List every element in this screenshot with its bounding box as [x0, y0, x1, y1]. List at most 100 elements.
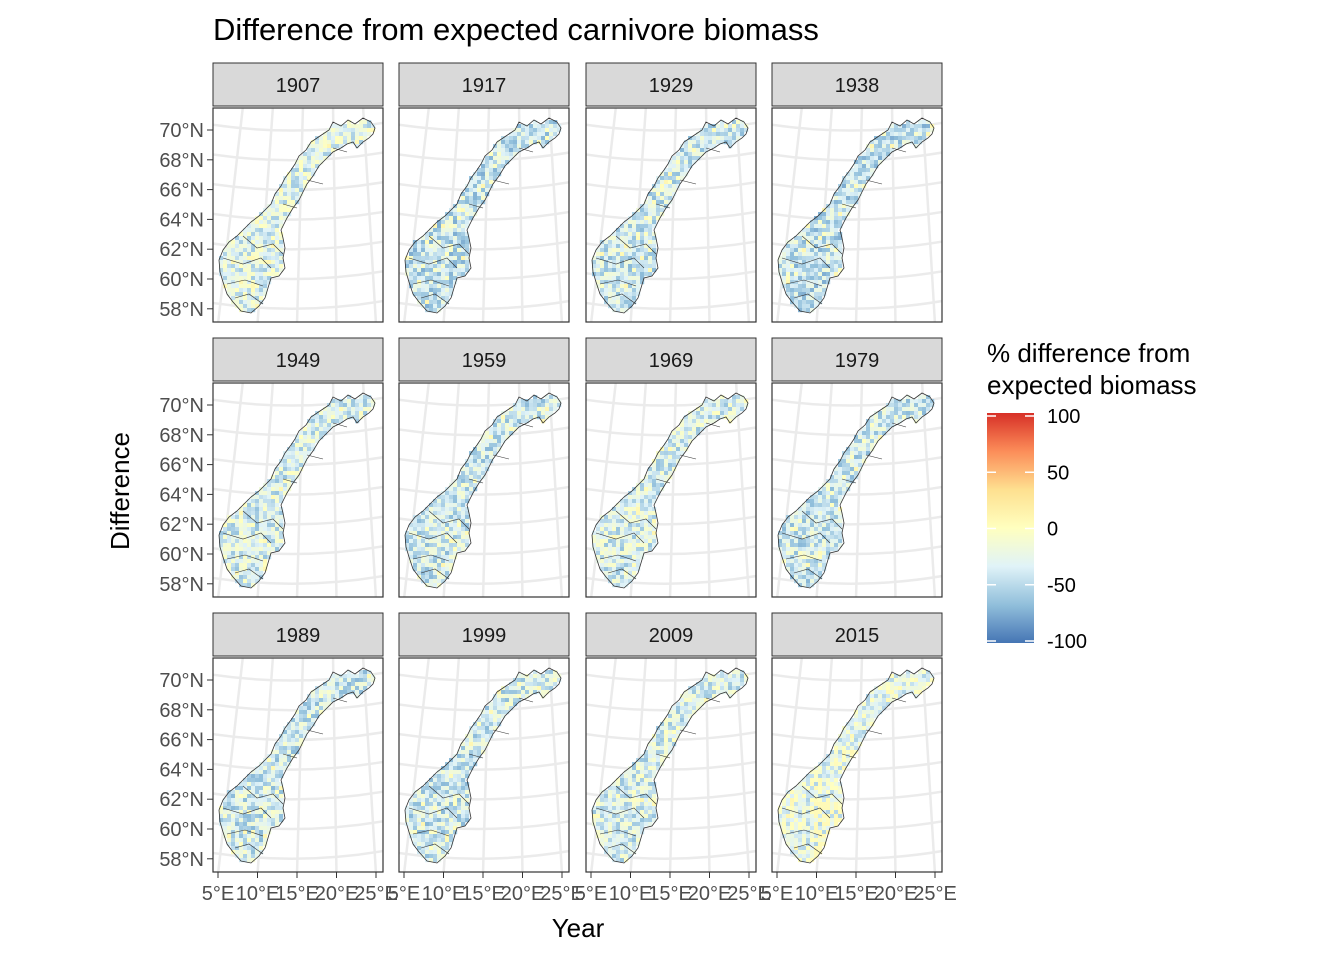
map-cell	[421, 802, 426, 807]
map-cell	[307, 702, 312, 707]
map-cell	[786, 519, 791, 524]
map-cell	[223, 543, 228, 548]
region-border	[282, 478, 298, 484]
map-cell	[838, 200, 843, 205]
map-cells	[777, 392, 935, 589]
map-cell	[219, 822, 224, 827]
map-cell	[413, 838, 418, 843]
map-cell	[604, 284, 609, 289]
panel-border	[398, 382, 570, 598]
map-cell	[271, 511, 276, 516]
map-cell	[235, 272, 240, 277]
map-cell	[417, 834, 422, 839]
map-cell	[255, 519, 260, 524]
map-cell	[441, 284, 446, 289]
map-cell	[469, 192, 474, 197]
map-cell	[736, 124, 741, 129]
map-cell	[457, 272, 462, 277]
map-cell	[247, 579, 252, 584]
map-cell	[834, 487, 839, 492]
map-cell	[339, 690, 344, 695]
map-cell	[632, 288, 637, 293]
map-cell	[275, 822, 280, 827]
map-cell	[465, 738, 470, 743]
map-cell	[235, 547, 240, 552]
map-cell	[461, 208, 466, 213]
map-cell	[640, 228, 645, 233]
map-cell	[592, 268, 597, 273]
map-cell	[497, 439, 502, 444]
map-cell	[247, 539, 252, 544]
map-cell	[247, 555, 252, 560]
map-cell	[449, 288, 454, 293]
map-cell	[343, 686, 348, 691]
map-cell	[461, 523, 466, 528]
map-cell	[465, 224, 470, 229]
map-cell	[315, 152, 320, 157]
map-cell	[616, 228, 621, 233]
map-cell	[445, 288, 450, 293]
map-cell	[247, 519, 252, 524]
map-cell	[688, 431, 693, 436]
map-cell	[790, 559, 795, 564]
map-cell	[878, 427, 883, 432]
map-cell	[668, 196, 673, 201]
map-cell	[291, 754, 296, 759]
map-cell	[648, 236, 653, 241]
map-cell	[457, 499, 462, 504]
map-cell	[509, 690, 514, 695]
map-cells	[218, 392, 376, 589]
map-cell	[810, 252, 815, 257]
map-cell	[632, 292, 637, 297]
map-cell	[716, 136, 721, 141]
map-cell	[303, 431, 308, 436]
map-cell	[263, 232, 268, 237]
map-cell	[437, 834, 442, 839]
map-cell	[688, 140, 693, 145]
map-cell	[295, 738, 300, 743]
map-cell	[469, 491, 474, 496]
map-cell	[652, 479, 657, 484]
map-cell	[247, 288, 252, 293]
map-cell	[664, 172, 669, 177]
map-cell	[910, 136, 915, 141]
map-cell	[525, 144, 530, 149]
map-cell	[740, 407, 745, 412]
map-cell	[327, 694, 332, 699]
map-cell	[624, 551, 629, 556]
map-cell	[279, 758, 284, 763]
map-cell	[668, 455, 673, 460]
map-cell	[806, 252, 811, 257]
map-cell	[425, 810, 430, 815]
map-cell	[640, 499, 645, 504]
map-cell	[227, 535, 232, 540]
map-cell	[592, 264, 597, 269]
map-cell	[413, 543, 418, 548]
map-cell	[307, 172, 312, 177]
map-cell	[592, 535, 597, 540]
map-cell	[533, 128, 538, 133]
map-cell	[461, 252, 466, 257]
map-cell	[810, 276, 815, 281]
map-cell	[417, 539, 422, 544]
map-cell	[794, 575, 799, 580]
map-cell	[616, 308, 621, 313]
map-cell	[493, 148, 498, 153]
map-cell	[453, 519, 458, 524]
map-cell	[299, 706, 304, 711]
map-cell	[696, 427, 701, 432]
map-cell	[223, 559, 228, 564]
map-cell	[652, 248, 657, 253]
map-cell	[834, 260, 839, 265]
map-cell	[413, 830, 418, 835]
map-cell	[672, 443, 677, 448]
map-cell	[644, 260, 649, 265]
map-cell	[255, 579, 260, 584]
map-cell	[473, 722, 478, 727]
map-cell	[227, 268, 232, 273]
map-cell	[251, 264, 256, 269]
map-cell	[640, 240, 645, 245]
map-cell	[870, 419, 875, 424]
map-cell	[247, 802, 252, 807]
map-cell	[509, 148, 514, 153]
